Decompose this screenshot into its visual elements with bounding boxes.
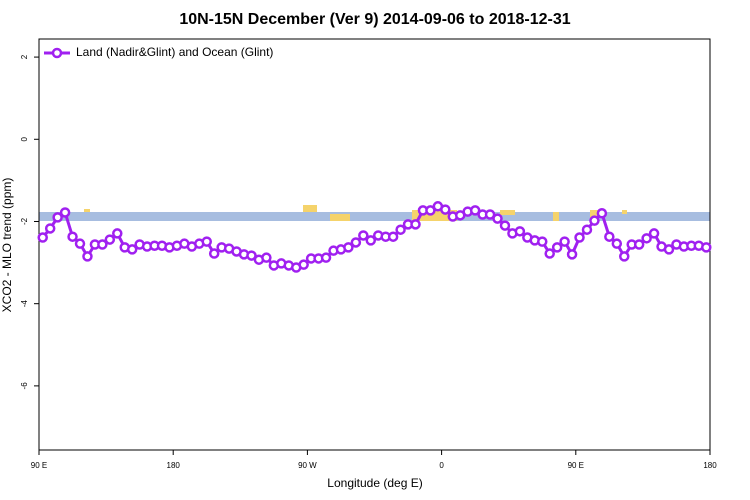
data-point: [52, 212, 63, 223]
data-point: [484, 209, 496, 220]
data-point: [701, 242, 712, 253]
x-tick-label: 90 E: [568, 461, 584, 470]
x-tick-label: 180: [167, 461, 181, 470]
data-point: [663, 244, 675, 255]
data-point: [350, 237, 362, 248]
y-tick-label: -2: [20, 217, 29, 225]
data-point: [499, 220, 511, 231]
data-point: [320, 252, 332, 263]
data-point: [261, 252, 272, 263]
data-point: [395, 224, 406, 235]
data-point: [112, 228, 123, 239]
x-tick-label: 180: [703, 461, 717, 470]
legend-marker: [51, 47, 63, 59]
x-axis-label: Longitude (deg E): [327, 476, 422, 490]
data-point: [208, 248, 220, 259]
data-point: [104, 234, 116, 245]
data-point: [551, 242, 563, 253]
data-point: [633, 239, 645, 250]
data-point: [514, 226, 526, 237]
data-point: [611, 238, 623, 249]
chart-title: 10N-15N December (Ver 9) 2014-09-06 to 2…: [179, 11, 570, 28]
data-point: [298, 259, 309, 270]
data-point: [365, 235, 377, 246]
data-point: [440, 204, 451, 215]
data-point: [619, 251, 630, 262]
data-point: [387, 231, 399, 242]
data-point: [641, 233, 652, 244]
data-point: [246, 250, 257, 261]
data-point: [566, 249, 578, 260]
data-point: [82, 251, 93, 262]
legend-label: Land (Nadir&Glint) and Ocean (Glint): [76, 45, 273, 59]
data-point: [574, 232, 585, 243]
data-point: [410, 219, 421, 230]
data-point: [44, 223, 56, 234]
data-point: [343, 242, 354, 253]
data-point: [604, 231, 615, 242]
y-tick-label: 0: [20, 137, 29, 142]
y-axis-label: XCO2 - MLO trend (ppm): [0, 178, 14, 313]
x-tick-label: 90 E: [31, 461, 47, 470]
y-tick-label: -6: [20, 382, 29, 390]
data-point: [358, 230, 369, 241]
data-point: [469, 205, 481, 216]
data-point: [67, 231, 78, 242]
data-point: [648, 228, 660, 239]
data-point: [581, 224, 593, 235]
data-point: [97, 239, 108, 250]
data-point: [201, 236, 212, 247]
data-point: [589, 215, 600, 226]
mask-band: [39, 212, 710, 221]
data-point: [492, 213, 503, 224]
x-tick-label: 0: [439, 461, 444, 470]
data-point: [596, 208, 608, 219]
data-point: [425, 205, 436, 216]
x-tick-label: 90 W: [298, 461, 317, 470]
data-point: [74, 238, 86, 249]
y-tick-label: 2: [20, 54, 29, 59]
data-point: [37, 232, 48, 243]
y-tick-label: -4: [20, 300, 29, 308]
data-point: [544, 248, 555, 259]
data-point: [537, 236, 548, 247]
data-point: [59, 207, 71, 218]
data-point: [126, 244, 138, 255]
data-point: [559, 236, 570, 247]
